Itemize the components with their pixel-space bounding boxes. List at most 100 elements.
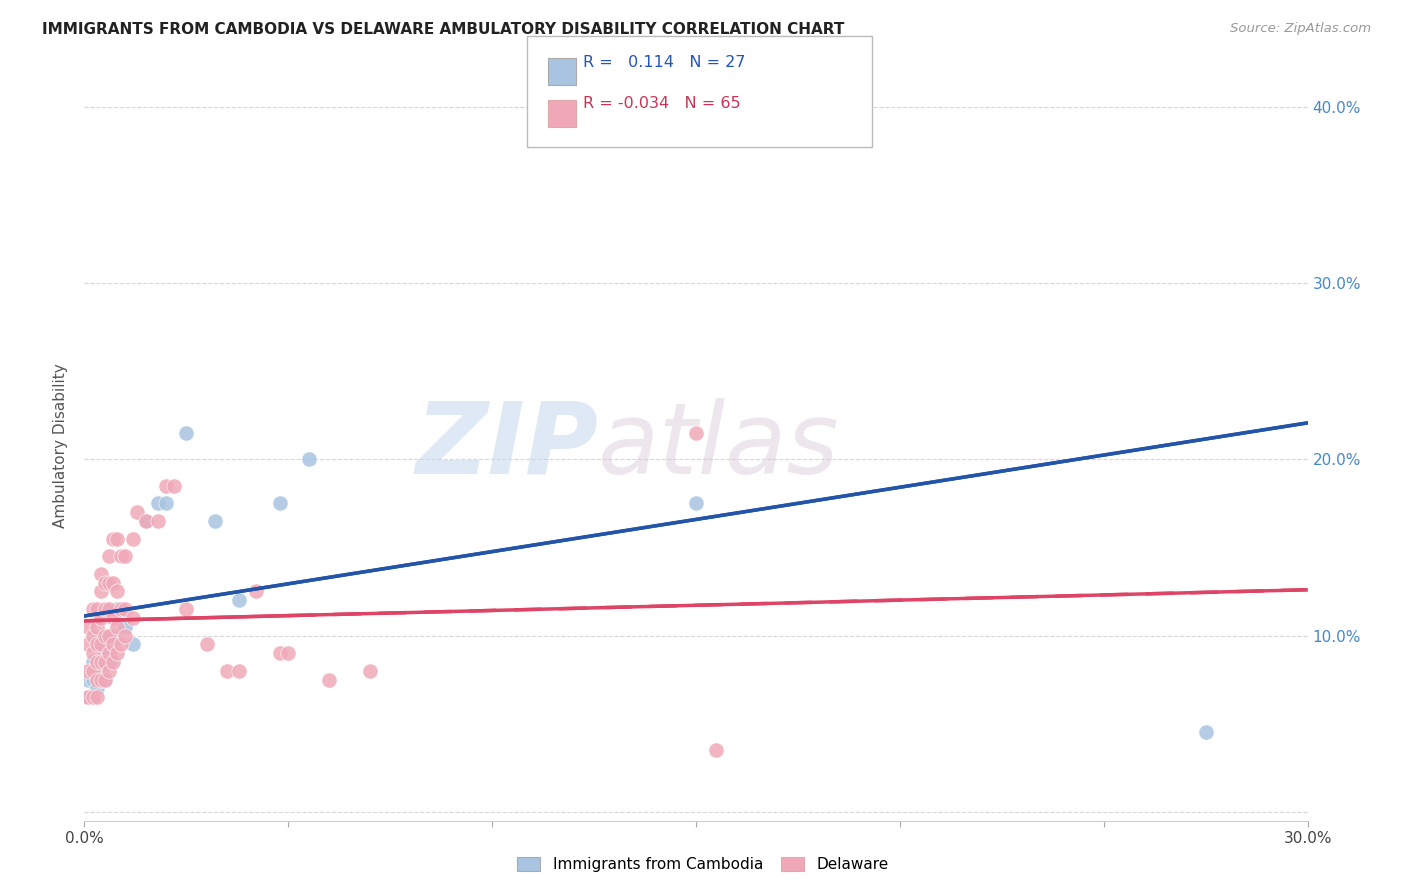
Text: R = -0.034   N = 65: R = -0.034 N = 65 xyxy=(583,96,741,112)
Text: Source: ZipAtlas.com: Source: ZipAtlas.com xyxy=(1230,22,1371,36)
Point xyxy=(90,584,112,599)
Point xyxy=(90,664,112,678)
Point xyxy=(86,681,108,696)
Legend: Immigrants from Cambodia, Delaware: Immigrants from Cambodia, Delaware xyxy=(510,849,896,880)
Point xyxy=(97,549,120,564)
Point xyxy=(195,637,218,651)
Point xyxy=(93,655,115,669)
Point xyxy=(110,637,132,651)
Point xyxy=(77,637,100,651)
Point xyxy=(110,549,132,564)
Point xyxy=(135,514,157,528)
Point xyxy=(82,690,104,705)
Point xyxy=(706,743,728,757)
Point xyxy=(174,602,197,616)
Point xyxy=(122,611,145,625)
Point xyxy=(114,549,136,564)
Point xyxy=(685,425,707,440)
Point xyxy=(97,575,120,590)
Point xyxy=(163,478,186,492)
Point xyxy=(1195,725,1218,739)
Point xyxy=(97,628,120,642)
Point xyxy=(122,637,145,651)
Point xyxy=(127,505,149,519)
Point xyxy=(97,664,120,678)
Point xyxy=(114,620,136,634)
Point xyxy=(86,664,108,678)
Point xyxy=(77,690,100,705)
Point xyxy=(90,566,112,581)
Point xyxy=(135,514,157,528)
Text: atlas: atlas xyxy=(598,398,839,494)
Point xyxy=(685,496,707,510)
Point xyxy=(93,646,115,660)
Point xyxy=(82,628,104,642)
Point xyxy=(155,478,177,492)
Point xyxy=(110,602,132,616)
Point xyxy=(228,593,250,607)
Text: IMMIGRANTS FROM CAMBODIA VS DELAWARE AMBULATORY DISABILITY CORRELATION CHART: IMMIGRANTS FROM CAMBODIA VS DELAWARE AMB… xyxy=(42,22,845,37)
Point xyxy=(105,532,128,546)
Point xyxy=(93,673,115,687)
Point xyxy=(101,575,124,590)
Point xyxy=(90,673,112,687)
Point xyxy=(93,602,115,616)
Point xyxy=(82,673,104,687)
Point xyxy=(82,602,104,616)
Point xyxy=(93,673,115,687)
Point xyxy=(359,664,381,678)
Point xyxy=(155,496,177,510)
Point xyxy=(105,584,128,599)
Point xyxy=(101,611,124,625)
Point xyxy=(146,514,169,528)
Point xyxy=(82,646,104,660)
Point xyxy=(204,514,226,528)
Point xyxy=(86,620,108,634)
Point xyxy=(86,637,108,651)
Point xyxy=(97,646,120,660)
Point xyxy=(77,673,100,687)
Point xyxy=(77,664,100,678)
Point xyxy=(228,664,250,678)
Point xyxy=(90,673,112,687)
Text: ZIP: ZIP xyxy=(415,398,598,494)
Point xyxy=(101,637,124,651)
Point xyxy=(82,655,104,669)
Point xyxy=(298,452,321,467)
Point xyxy=(105,620,128,634)
Point xyxy=(146,496,169,510)
Point xyxy=(93,628,115,642)
Point xyxy=(82,664,104,678)
Point xyxy=(706,126,728,140)
Point xyxy=(86,690,108,705)
Point xyxy=(174,425,197,440)
Point xyxy=(114,602,136,616)
Point xyxy=(105,602,128,616)
Point xyxy=(105,646,128,660)
Point xyxy=(90,611,112,625)
Point xyxy=(101,655,124,669)
Y-axis label: Ambulatory Disability: Ambulatory Disability xyxy=(53,364,69,528)
Point xyxy=(122,532,145,546)
Point xyxy=(101,532,124,546)
Point xyxy=(90,637,112,651)
Point xyxy=(77,690,100,705)
Point xyxy=(114,628,136,642)
Point xyxy=(97,602,120,616)
Point xyxy=(318,673,340,687)
Point xyxy=(90,655,112,669)
Point xyxy=(77,620,100,634)
Point xyxy=(101,628,124,642)
Point xyxy=(93,575,115,590)
Point xyxy=(269,646,291,660)
Point xyxy=(97,655,120,669)
Point xyxy=(269,496,291,510)
Text: R =   0.114   N = 27: R = 0.114 N = 27 xyxy=(583,55,747,70)
Point xyxy=(86,602,108,616)
Point xyxy=(82,690,104,705)
Point xyxy=(277,646,299,660)
Point xyxy=(245,584,267,599)
Point xyxy=(86,673,108,687)
Point xyxy=(86,655,108,669)
Point xyxy=(217,664,239,678)
